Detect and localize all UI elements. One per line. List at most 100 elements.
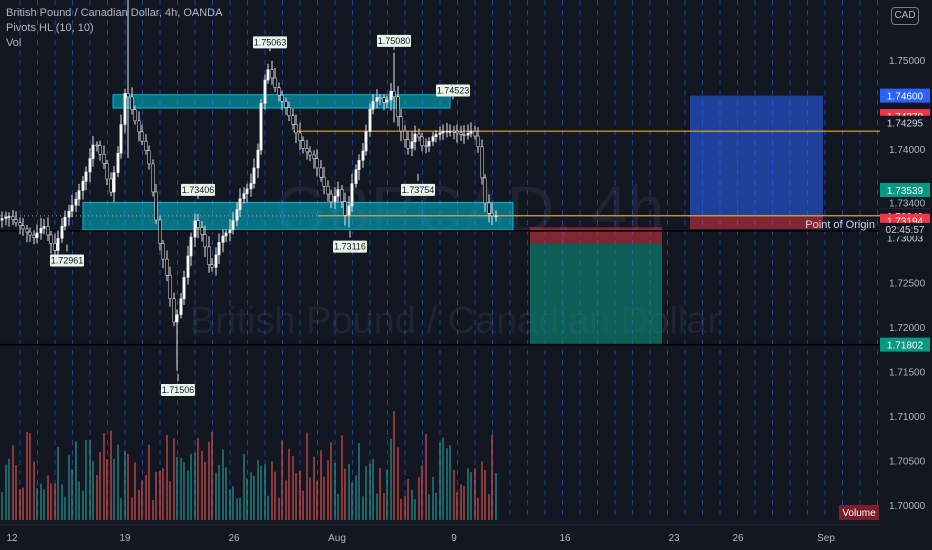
volume-bar bbox=[369, 463, 371, 520]
candle-body bbox=[361, 150, 365, 161]
price-tick-label: 1.72500 bbox=[889, 279, 926, 290]
volume-bar bbox=[404, 495, 406, 520]
volume-bar bbox=[477, 497, 479, 520]
volume-bar bbox=[337, 493, 339, 520]
volume-bar bbox=[351, 482, 353, 520]
volume-bar bbox=[22, 487, 24, 520]
candle-body bbox=[462, 134, 466, 136]
position-loss-zone bbox=[690, 215, 823, 230]
volume-bar bbox=[292, 456, 294, 520]
candle-body bbox=[35, 232, 39, 238]
price-badge-label: 1.73539 bbox=[887, 186, 924, 197]
candle-body bbox=[74, 198, 78, 206]
volume-bar bbox=[85, 439, 87, 520]
candle-body bbox=[203, 234, 207, 248]
volume-bar bbox=[390, 438, 392, 520]
candle-body bbox=[350, 183, 354, 207]
candle-body bbox=[210, 264, 214, 268]
volume-bar bbox=[341, 435, 343, 520]
volume-bar bbox=[414, 499, 416, 520]
volume-bar bbox=[145, 475, 147, 520]
pivots-indicator-label[interactable]: Pivots HL (10, 10) bbox=[6, 22, 94, 34]
candle-body bbox=[161, 243, 165, 260]
candle-body bbox=[287, 107, 291, 117]
candle-body bbox=[410, 141, 414, 149]
candle-body bbox=[147, 150, 151, 165]
candle-body bbox=[116, 152, 120, 173]
price-badge-label: 1.74600 bbox=[887, 92, 924, 103]
price-badge bbox=[880, 183, 930, 198]
candle-body bbox=[305, 148, 309, 153]
volume-bar bbox=[211, 431, 213, 520]
candle-body bbox=[179, 298, 183, 316]
price-badge bbox=[880, 115, 930, 130]
candle-body bbox=[77, 190, 81, 200]
candle-body bbox=[42, 226, 46, 229]
volume-bar bbox=[187, 470, 189, 520]
volume-bar bbox=[372, 458, 374, 520]
volume-bar bbox=[236, 498, 238, 520]
candle-body bbox=[245, 188, 249, 194]
pivot-label: 1.72961 bbox=[51, 255, 84, 265]
candle-body bbox=[32, 234, 36, 238]
pivot-label: 1.75080 bbox=[378, 36, 411, 46]
candle-body bbox=[424, 145, 428, 148]
volume-indicator-label[interactable]: Vol bbox=[6, 37, 22, 49]
volume-bar bbox=[117, 444, 119, 520]
volume-bar bbox=[68, 454, 70, 520]
countdown-bg bbox=[880, 222, 930, 236]
candle-body bbox=[399, 116, 403, 132]
candle-body bbox=[186, 255, 190, 278]
price-badge-label: 1.73003 bbox=[887, 234, 924, 245]
volume-bar bbox=[138, 489, 140, 520]
candle-body bbox=[487, 202, 491, 214]
candle-body bbox=[312, 154, 316, 159]
volume-bar bbox=[82, 490, 84, 520]
candle-body bbox=[438, 132, 442, 135]
volume-bar bbox=[313, 456, 315, 520]
countdown-timer: 02:45:57 bbox=[886, 225, 925, 236]
volume-bar bbox=[152, 499, 154, 520]
volume-bar bbox=[29, 433, 31, 520]
volume-bar bbox=[488, 494, 490, 520]
volume-bar bbox=[460, 484, 462, 520]
candle-body bbox=[298, 132, 302, 141]
volume-bar bbox=[432, 476, 434, 520]
volume-bar bbox=[54, 483, 56, 520]
volume-bar bbox=[134, 462, 136, 520]
volume-bar bbox=[201, 450, 203, 520]
candle-body bbox=[329, 193, 333, 203]
candle-body bbox=[343, 201, 347, 216]
volume-bar bbox=[316, 480, 318, 520]
pivot-label-bg bbox=[333, 240, 367, 253]
volume-bar bbox=[47, 475, 49, 520]
candle-body bbox=[455, 131, 459, 134]
volume-bar bbox=[481, 461, 483, 520]
volume-bar bbox=[358, 442, 360, 520]
candle-body bbox=[301, 140, 305, 149]
candle-body bbox=[277, 87, 281, 96]
volume-bar bbox=[253, 475, 255, 520]
volume-bar bbox=[411, 489, 413, 520]
candle-body bbox=[385, 99, 389, 103]
volume-bar bbox=[229, 489, 231, 520]
volume-bar bbox=[96, 474, 98, 520]
volume-bar bbox=[446, 448, 448, 520]
candle-body bbox=[39, 228, 43, 234]
candle-body bbox=[249, 183, 253, 190]
candle-body bbox=[95, 144, 99, 147]
volume-bar bbox=[449, 445, 451, 520]
symbol-title[interactable]: British Pound / Canadian Dollar, 4h, OAN… bbox=[6, 7, 223, 19]
volume-bar bbox=[271, 461, 273, 520]
volume-bar bbox=[71, 469, 73, 520]
candle-body bbox=[322, 176, 326, 187]
volume-bar bbox=[40, 483, 42, 520]
volume-bar bbox=[442, 437, 444, 520]
volume-bar bbox=[131, 497, 133, 520]
volume-bar bbox=[197, 437, 199, 520]
volume-bar bbox=[334, 463, 336, 520]
currency-badge[interactable]: CAD bbox=[891, 7, 919, 25]
volume-bar bbox=[278, 497, 280, 520]
volume-bar bbox=[5, 464, 7, 520]
